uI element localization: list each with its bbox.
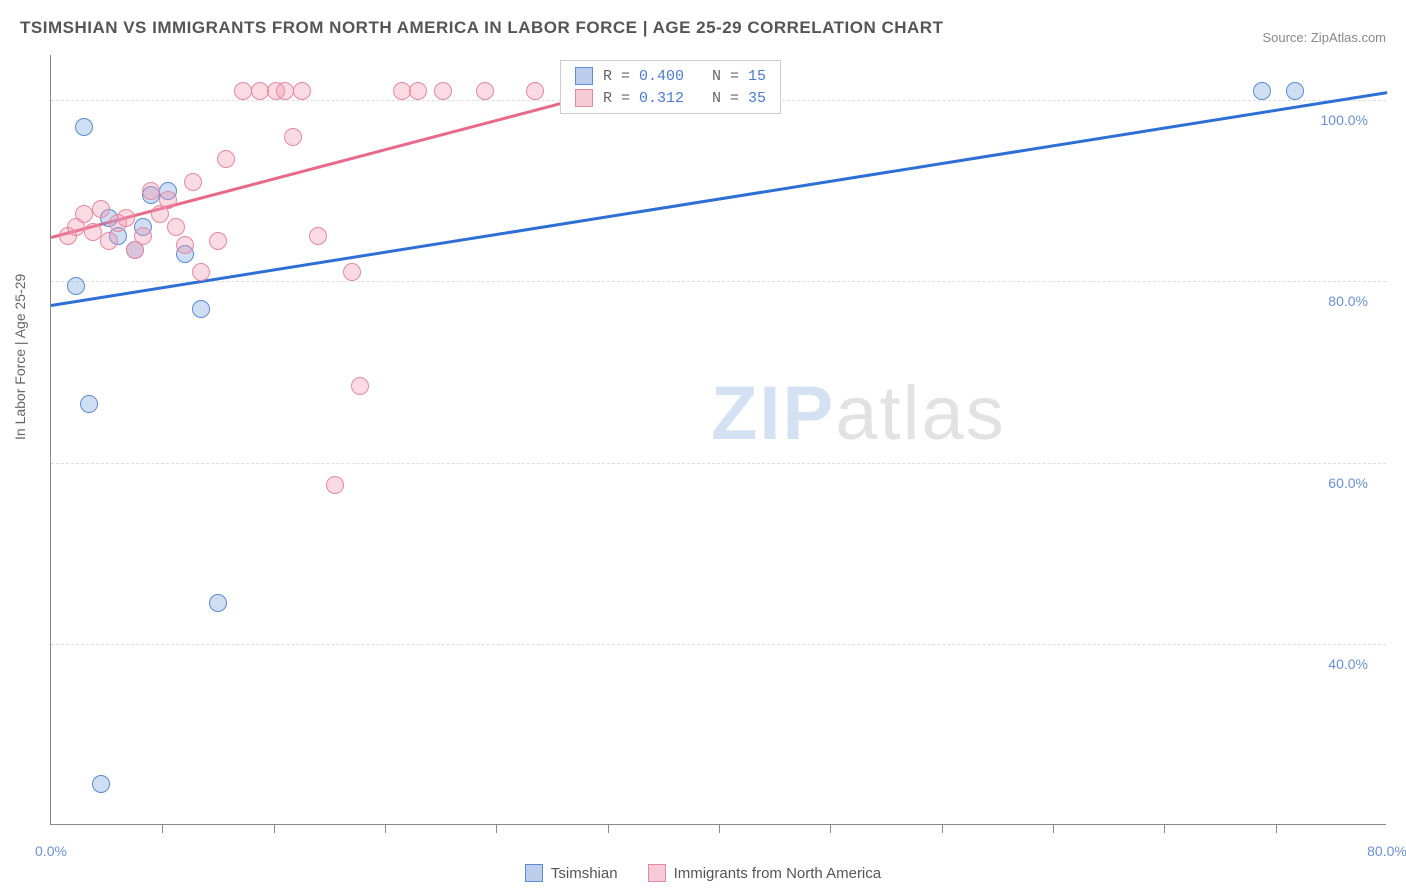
legend-stats-row: R = 0.312 N = 35 [575,89,766,107]
data-point [92,200,110,218]
data-point [192,300,210,318]
data-point [393,82,411,100]
x-tick-mark [830,825,831,833]
data-point [192,263,210,281]
x-tick-label: 80.0% [1367,843,1406,859]
source-attribution: Source: ZipAtlas.com [1262,30,1386,45]
y-tick-label: 40.0% [1328,656,1368,672]
legend-label: Immigrants from North America [674,865,882,882]
legend-swatch [575,89,593,107]
data-point [326,476,344,494]
data-point [293,82,311,100]
x-tick-mark [385,825,386,833]
gridline-horizontal [51,644,1386,645]
y-tick-label: 80.0% [1328,293,1368,309]
legend-n: N = 35 [694,90,766,107]
legend-item: Tsimshian [525,864,618,882]
data-point [1286,82,1304,100]
data-point [142,182,160,200]
plot-area: 40.0%60.0%80.0%100.0%0.0%80.0%ZIPatlas [50,55,1386,825]
x-tick-mark [1276,825,1277,833]
legend-item: Immigrants from North America [648,864,882,882]
legend-r: R = 0.312 [603,90,684,107]
legend-label: Tsimshian [551,865,618,882]
gridline-horizontal [51,463,1386,464]
data-point [209,594,227,612]
legend-swatch [648,864,666,882]
legend-stats-row: R = 0.400 N = 15 [575,67,766,85]
data-point [67,277,85,295]
x-tick-mark [1164,825,1165,833]
data-point [75,118,93,136]
data-point [476,82,494,100]
data-point [1253,82,1271,100]
x-tick-label: 0.0% [35,843,67,859]
watermark: ZIPatlas [711,370,1006,457]
x-tick-mark [719,825,720,833]
data-point [343,263,361,281]
data-point [92,775,110,793]
data-point [234,82,252,100]
data-point [176,236,194,254]
data-point [284,128,302,146]
x-tick-mark [608,825,609,833]
x-tick-mark [274,825,275,833]
legend-r: R = 0.400 [603,68,684,85]
trend-line [51,91,1387,307]
data-point [167,218,185,236]
data-point [309,227,327,245]
x-tick-mark [942,825,943,833]
gridline-horizontal [51,281,1386,282]
x-tick-mark [162,825,163,833]
legend-swatch [575,67,593,85]
data-point [409,82,427,100]
data-point [251,82,269,100]
data-point [84,223,102,241]
chart-title: TSIMSHIAN VS IMMIGRANTS FROM NORTH AMERI… [20,18,943,38]
data-point [117,209,135,227]
x-tick-mark [1053,825,1054,833]
y-tick-label: 60.0% [1328,475,1368,491]
data-point [217,150,235,168]
data-point [209,232,227,250]
data-point [134,227,152,245]
y-axis-label: In Labor Force | Age 25-29 [12,274,28,440]
data-point [351,377,369,395]
legend-n: N = 15 [694,68,766,85]
data-point [100,232,118,250]
y-tick-label: 100.0% [1321,112,1368,128]
data-point [276,82,294,100]
data-point [434,82,452,100]
data-point [184,173,202,191]
data-point [526,82,544,100]
data-point [80,395,98,413]
legend-stats: R = 0.400 N = 15 R = 0.312 N = 35 [560,60,781,114]
data-point [151,205,169,223]
legend-bottom: Tsimshian Immigrants from North America [0,864,1406,882]
legend-swatch [525,864,543,882]
x-tick-mark [496,825,497,833]
data-point [75,205,93,223]
